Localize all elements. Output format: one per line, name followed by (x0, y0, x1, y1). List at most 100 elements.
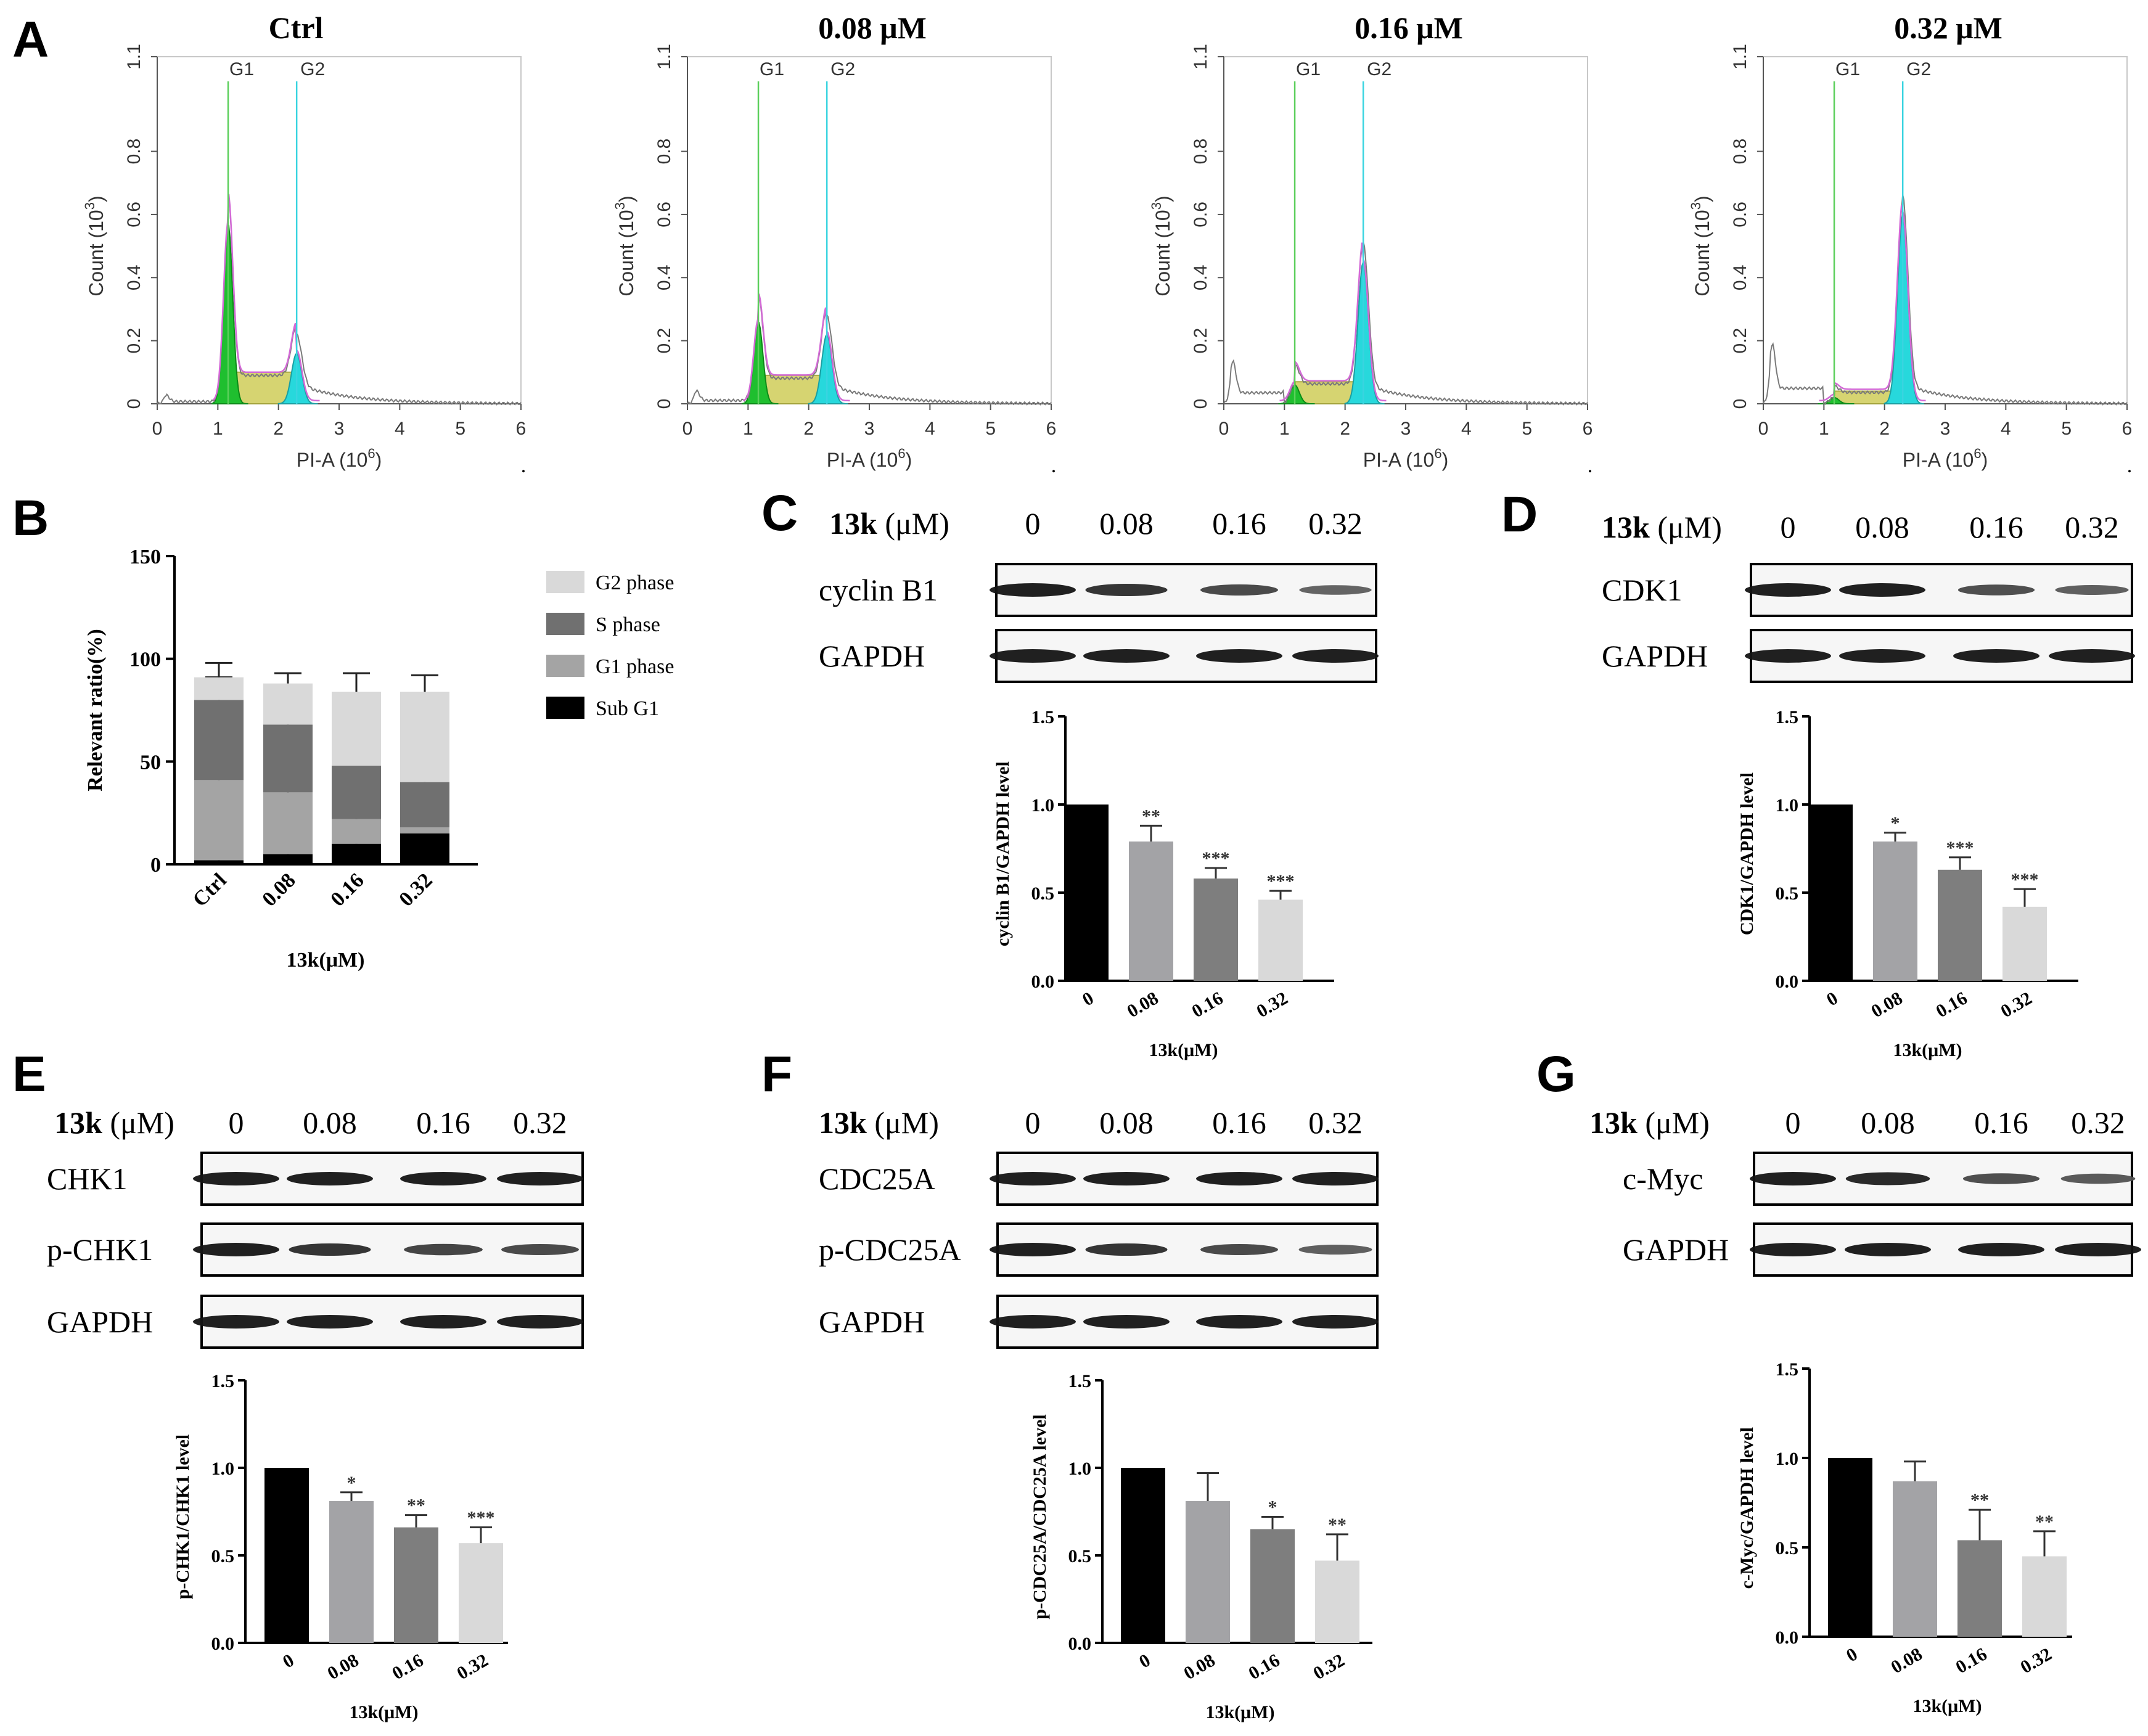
y-tick-label: 1.1 (124, 44, 144, 70)
dose-label: 0.32 (2071, 1105, 2125, 1140)
y-tick-label: 0 (654, 399, 674, 409)
bar (2022, 1556, 2067, 1637)
bar (2002, 906, 2047, 981)
significance-mark: ** (1970, 1490, 1989, 1510)
y-tick-label: 0.4 (654, 264, 674, 290)
y-tick-label: 0.8 (1730, 139, 1750, 165)
y-tick-label: 1.5 (1776, 1359, 1799, 1380)
protein-band (1845, 1172, 1930, 1185)
bar (1893, 1481, 1937, 1637)
y-tick-label: 0.0 (211, 1634, 235, 1654)
x-tick-label: 2 (1340, 419, 1350, 439)
x-tick-label: 5 (2061, 419, 2072, 439)
protein-band (990, 1172, 1076, 1185)
y-tick-label: 50 (140, 751, 161, 774)
g2-gate-label: G2 (1367, 59, 1392, 80)
legend-swatch (546, 613, 584, 635)
protein-band (1200, 1243, 1278, 1256)
panel-letter-b: B (12, 490, 49, 546)
y-tick-label: 0.6 (124, 202, 144, 227)
y-tick-label: 1.5 (1776, 707, 1799, 727)
g1-gate-label: G1 (1835, 59, 1860, 80)
y-axis-label: p-CHK1/CHK1 level (173, 1435, 193, 1599)
raw-histogram-line (157, 197, 522, 406)
blot-header: 13k (μM) (54, 1105, 174, 1140)
x-label-text: PI-A (10 (1363, 449, 1435, 471)
legend-label: G1 phase (596, 655, 674, 678)
dose-label: 0 (1025, 1105, 1041, 1140)
significance-mark: *** (1267, 871, 1295, 891)
x-tick-label: 3 (1940, 419, 1951, 439)
y-label-end: ) (85, 195, 107, 202)
y-label-sup: 3 (1688, 202, 1703, 210)
quant-bar-chart-d: 0.0 0.5 1.0 1.5 CDK1/GAPDH level 0 * 0.08 *** 0.1… (1737, 707, 2078, 1060)
legend-swatch (546, 571, 584, 593)
histogram-title: Ctrl (269, 10, 324, 45)
dose-label: 0.16 (416, 1105, 470, 1140)
bar (1186, 1501, 1230, 1643)
dose-label: 0.16 (1212, 1105, 1266, 1140)
significance-mark: *** (1946, 838, 1974, 858)
x-axis-label: 13k(μM) (1893, 1040, 1962, 1060)
protein-band (1839, 649, 1925, 663)
x-tick-label: 4 (1461, 419, 1472, 439)
x-tick-label: 5 (1522, 419, 1532, 439)
x-label-sup: 6 (1974, 446, 1981, 461)
y-tick-label: 0.4 (1730, 264, 1750, 290)
raw-histogram-line (687, 297, 1052, 406)
x-axis-label: 13k(μM) (350, 1702, 419, 1722)
dose-label: 0.08 (1855, 510, 1909, 544)
blot-header: 13k (μM) (1602, 510, 1722, 544)
trailing-dot: . (1051, 454, 1057, 477)
x-tick-label: 0.08 (258, 869, 300, 911)
x-label-text: PI-A (10 (1903, 449, 1974, 471)
y-tick-label: 0.5 (1031, 883, 1055, 904)
y-axis-label: Count (103) (82, 195, 107, 296)
x-tick-label: 0.08 (1124, 988, 1162, 1022)
y-axis-label: Count (103) (612, 195, 637, 296)
x-tick-label: 3 (864, 419, 875, 439)
legend-label: Sub G1 (596, 697, 659, 720)
bar (1250, 1529, 1295, 1643)
header-bold: 13k (1602, 510, 1650, 544)
stack-segment-g1-phase (332, 819, 381, 844)
protein-band (1085, 583, 1168, 597)
dose-label: 0.32 (2065, 510, 2119, 544)
x-tick-label: 4 (925, 419, 935, 439)
y-tick-label: 0.6 (1191, 202, 1211, 227)
x-tick-label: 2 (1879, 419, 1890, 439)
histogram-title: 0.32 μM (1894, 10, 2002, 45)
x-tick-label: Ctrl (189, 869, 231, 911)
y-label-sup: 3 (82, 202, 97, 210)
plot-frame (157, 56, 522, 404)
y-tick-label: 0.6 (1730, 202, 1750, 227)
bar (1194, 878, 1238, 981)
histogram-title: 0.16 μM (1355, 10, 1463, 45)
bar (1315, 1560, 1359, 1643)
x-tick-label: 0.16 (1245, 1650, 1284, 1684)
x-tick-label: 0.32 (1310, 1650, 1348, 1684)
blot-row-label: GAPDH (1602, 639, 1708, 673)
protein-band (990, 1243, 1076, 1256)
quant-bar-chart-c: 0.0 0.5 1.0 1.5 cyclin B1/GAPDH level 0 ** 0.08… (993, 707, 1334, 1060)
protein-band (1839, 583, 1925, 597)
protein-band (2060, 1173, 2136, 1184)
x-tick-label: 0.16 (1189, 988, 1227, 1022)
bar (329, 1501, 374, 1643)
y-tick-label: 1.0 (211, 1459, 235, 1479)
legend-label: S phase (596, 613, 660, 636)
stack-segment-g1-phase (194, 780, 244, 861)
panel-letter-e: E (12, 1046, 46, 1102)
g2-peak-area (277, 352, 318, 404)
x-tick-label: 0.32 (454, 1650, 492, 1684)
protein-band (1292, 649, 1379, 663)
legend-swatch (546, 697, 584, 719)
panel-letter-f: F (761, 1046, 792, 1102)
y-tick-label: 0 (124, 399, 144, 409)
fit-curve-line (1819, 205, 1926, 402)
blot-header: 13k (μM) (1589, 1105, 1710, 1140)
y-tick-label: 1.1 (654, 44, 674, 70)
protein-band (497, 1172, 583, 1185)
y-tick-label: 0.2 (124, 328, 144, 354)
y-tick-label: 0 (1191, 399, 1211, 409)
